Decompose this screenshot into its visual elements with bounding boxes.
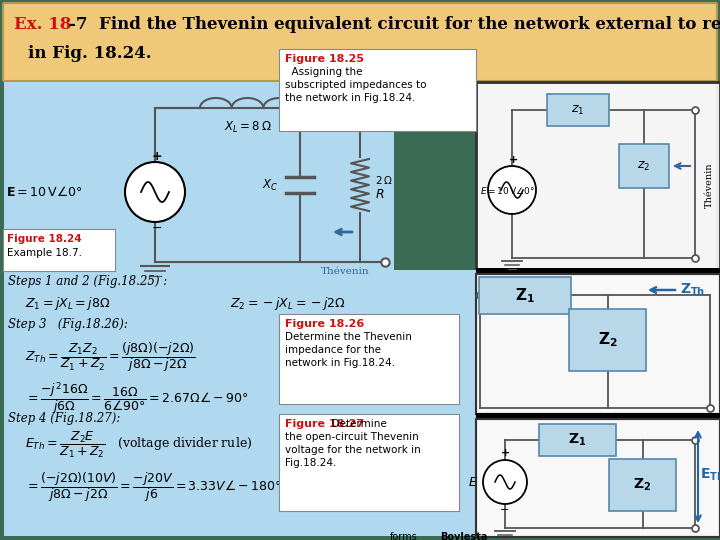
Bar [476, 413, 720, 419]
Bar [478, 84, 716, 268]
Text: $Z_{Th} = \dfrac{Z_1 Z_2}{Z_1 + Z_2} = \dfrac{(j8\Omega)(-j2\Omega)}{j8\Omega - : $Z_{Th} = \dfrac{Z_1 Z_2}{Z_1 + Z_2} = \… [25, 340, 196, 374]
Text: Figure 18.24: Figure 18.24 [7, 234, 81, 244]
FancyBboxPatch shape [279, 314, 459, 404]
FancyBboxPatch shape [479, 277, 571, 314]
Text: Example 18.7.: Example 18.7. [7, 248, 82, 258]
Text: −: − [500, 505, 510, 515]
Text: $\mathbf{E} = 10\,\mathrm{V}\angle 0°$: $\mathbf{E} = 10\,\mathrm{V}\angle 0°$ [6, 185, 83, 199]
Text: $\mathbf{E_{Th}}$: $\mathbf{E_{Th}}$ [700, 467, 720, 483]
Text: Figure 18.25: Figure 18.25 [285, 54, 364, 64]
Text: $2\,\Omega$: $2\,\Omega$ [375, 174, 392, 186]
Text: $E_{Th} = \dfrac{Z_2 E}{Z_1 + Z_2}$   (voltage divider rule): $E_{Th} = \dfrac{Z_2 E}{Z_1 + Z_2}$ (vol… [25, 430, 252, 460]
FancyBboxPatch shape [279, 49, 476, 131]
Text: forms: forms [390, 532, 418, 540]
Text: Step 4 (Fig.18.27):: Step 4 (Fig.18.27): [8, 412, 120, 425]
Text: $Z_1 = jX_L = j8\Omega$: $Z_1 = jX_L = j8\Omega$ [25, 295, 110, 312]
Text: in Fig. 18.24.: in Fig. 18.24. [28, 45, 152, 62]
Text: Determine: Determine [325, 419, 387, 429]
FancyBboxPatch shape [3, 229, 115, 271]
Bar [476, 419, 720, 537]
Text: Step 3   (Fig.18.26):: Step 3 (Fig.18.26): [8, 318, 128, 331]
Text: $E$: $E$ [468, 476, 478, 489]
Text: Figure 18.26: Figure 18.26 [285, 319, 364, 329]
Text: $\mathbf{Z_{Th}}$: $\mathbf{Z_{Th}}$ [680, 282, 705, 298]
FancyBboxPatch shape [619, 144, 669, 188]
Text: $\mathbf{Z_1}$: $\mathbf{Z_1}$ [515, 286, 535, 305]
Text: $\mathbf{Z_1}$: $\mathbf{Z_1}$ [568, 432, 587, 448]
Text: -7  Find the Thevenin equivalent circuit for the network external to resistor R: -7 Find the Thevenin equivalent circuit … [69, 16, 720, 33]
Text: the open-circuit Thevenin
voltage for the network in
Fig.18.24.: the open-circuit Thevenin voltage for th… [285, 432, 420, 468]
Text: Steps 1 and 2 (Fig.18.25) :: Steps 1 and 2 (Fig.18.25) : [8, 275, 167, 288]
Bar [476, 268, 720, 274]
Text: $X_C$: $X_C$ [261, 178, 278, 193]
Bar [478, 421, 718, 535]
Text: Determine the Thevenin
impedance for the
network in Fig.18.24.: Determine the Thevenin impedance for the… [285, 332, 412, 368]
FancyBboxPatch shape [279, 414, 459, 511]
Circle shape [125, 162, 185, 222]
Text: Ex. 18: Ex. 18 [14, 16, 71, 33]
Text: $z_1$: $z_1$ [572, 104, 585, 117]
Text: $X_L = 8\,\Omega$: $X_L = 8\,\Omega$ [223, 120, 271, 135]
Text: $z_2$: $z_2$ [637, 159, 651, 173]
Bar [4, 82, 394, 270]
Text: Assigning the
subscripted impedances to
the network in Fig.18.24.: Assigning the subscripted impedances to … [285, 67, 426, 103]
Bar [476, 82, 720, 270]
FancyBboxPatch shape [609, 459, 676, 511]
FancyBboxPatch shape [547, 94, 609, 126]
Text: Thévenin: Thévenin [320, 267, 369, 276]
FancyBboxPatch shape [3, 3, 717, 81]
Bar [4, 270, 480, 536]
Text: $= \dfrac{(-j2\Omega)(10V)}{j8\Omega - j2\Omega} = \dfrac{-j20V}{j6} = 3.33V\ang: $= \dfrac{(-j2\Omega)(10V)}{j8\Omega - j… [25, 470, 282, 504]
Text: −: − [152, 221, 162, 234]
Circle shape [483, 460, 527, 504]
Text: Figure 18.27: Figure 18.27 [285, 419, 364, 429]
Text: +: + [509, 155, 518, 165]
Text: $Z_2 = -jX_L = -j2\Omega$: $Z_2 = -jX_L = -j2\Omega$ [230, 295, 346, 312]
Text: $R$: $R$ [375, 188, 384, 201]
Text: Thévenin: Thévenin [705, 162, 714, 208]
Text: $\mathbf{Z_2}$: $\mathbf{Z_2}$ [598, 330, 617, 349]
Text: Boylesta: Boylesta [440, 532, 487, 540]
Text: $\mathbf{Z_2}$: $\mathbf{Z_2}$ [634, 477, 652, 493]
Text: +: + [152, 150, 162, 163]
Text: +: + [500, 448, 510, 458]
Circle shape [488, 166, 536, 214]
Text: $E = 10\,\mathrm{V}\angle 0°$: $E = 10\,\mathrm{V}\angle 0°$ [480, 185, 535, 195]
FancyBboxPatch shape [569, 309, 646, 371]
Bar [476, 274, 720, 414]
Bar [478, 276, 718, 412]
FancyBboxPatch shape [539, 424, 616, 456]
Text: $= \dfrac{-j^2 16\Omega}{j6\Omega} = \dfrac{16\Omega}{6\angle 90°} = 2.67\Omega\: $= \dfrac{-j^2 16\Omega}{j6\Omega} = \df… [25, 380, 248, 416]
